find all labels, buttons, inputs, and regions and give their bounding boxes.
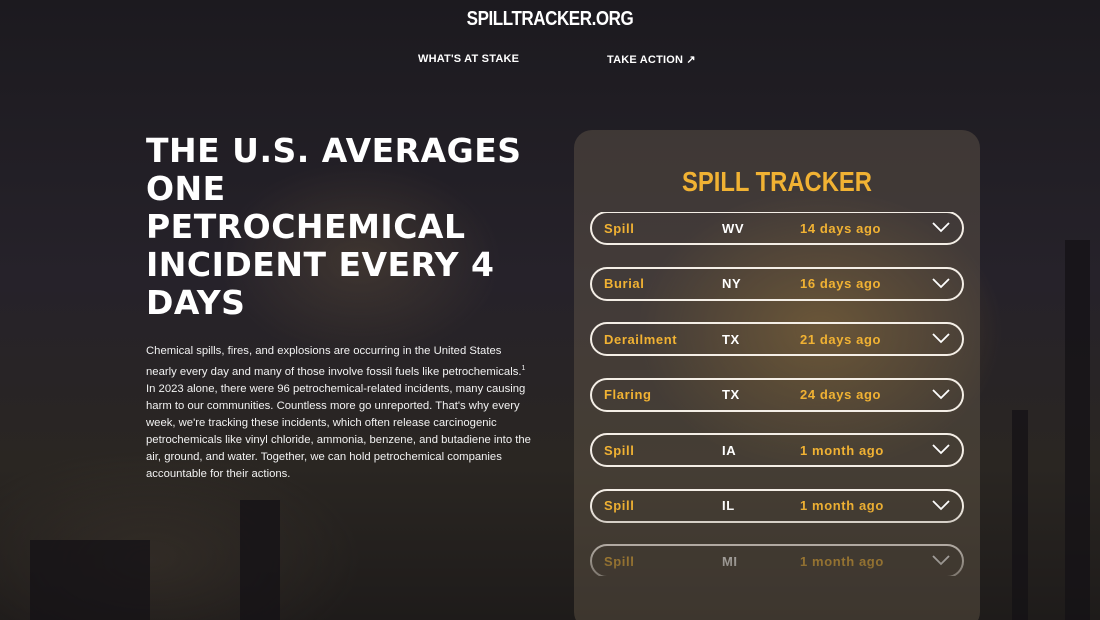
incident-type: Flaring xyxy=(604,387,652,402)
incident-list[interactable]: Spill WV 14 days ago Burial NY 16 days a… xyxy=(590,212,964,576)
chevron-down-icon[interactable] xyxy=(932,499,950,511)
incident-state: IA xyxy=(722,442,737,458)
chevron-down-icon[interactable] xyxy=(932,221,950,233)
spill-tracker-panel: SPILL TRACKER Spill WV 14 days ago Buria… xyxy=(574,130,980,620)
incident-row[interactable]: Burial NY 16 days ago xyxy=(590,266,964,301)
smokestack-bg xyxy=(1012,410,1028,620)
smokestack-bg xyxy=(1065,240,1090,620)
incident-type: Spill xyxy=(604,220,635,236)
incident-type: Spill xyxy=(604,498,635,513)
incident-row[interactable]: Spill IL 1 month ago xyxy=(590,488,964,523)
refinery-bg xyxy=(30,540,150,620)
incident-type: Spill xyxy=(604,553,635,569)
incident-time: 1 month ago xyxy=(800,442,884,458)
incident-row[interactable]: Spill IA 1 month ago xyxy=(590,433,964,467)
incident-state: MI xyxy=(722,553,738,569)
incident-type: Spill xyxy=(604,442,635,458)
site-logo[interactable]: SPILLTRACKER.ORG xyxy=(466,8,634,30)
incident-row[interactable]: Derailment TX 21 days ago xyxy=(590,322,964,356)
footnote-ref[interactable]: 1 xyxy=(521,365,526,372)
hero-body: Chemical spills, fires, and explosions a… xyxy=(146,343,531,483)
incident-row[interactable]: Flaring TX 24 days ago xyxy=(590,377,964,412)
incident-state: WV xyxy=(722,220,745,236)
incident-time: 1 month ago xyxy=(800,553,884,569)
incident-state: IL xyxy=(722,498,735,513)
chevron-down-icon[interactable] xyxy=(932,332,950,344)
incident-time: 24 days ago xyxy=(800,387,882,402)
incident-row[interactable]: Spill WV 14 days ago xyxy=(590,212,964,245)
incident-time: 21 days ago xyxy=(800,331,882,347)
panel-title: SPILL TRACKER xyxy=(682,166,872,197)
nav-whats-at-stake[interactable]: WHAT'S AT STAKE xyxy=(418,53,520,65)
chevron-down-icon[interactable] xyxy=(932,554,950,566)
body-text: In 2023 alone, there were 96 petrochemic… xyxy=(146,382,531,480)
refinery-bg xyxy=(240,500,280,620)
incident-time: 1 month ago xyxy=(800,498,884,513)
incident-type: Burial xyxy=(604,276,645,291)
chevron-down-icon[interactable] xyxy=(932,277,950,289)
incident-type: Derailment xyxy=(604,331,678,347)
incident-state: TX xyxy=(722,331,740,347)
incident-row[interactable]: Spill MI 1 month ago xyxy=(590,544,964,576)
incident-state: NY xyxy=(722,276,742,291)
nav-take-action[interactable]: TAKE ACTION ↗ xyxy=(607,54,696,66)
chevron-down-icon[interactable] xyxy=(932,443,950,455)
chevron-down-icon[interactable] xyxy=(932,388,950,400)
incident-time: 14 days ago xyxy=(800,220,882,236)
body-text: Chemical spills, fires, and explosions a… xyxy=(146,345,522,378)
incident-state: TX xyxy=(722,387,740,402)
incident-time: 16 days ago xyxy=(800,276,882,291)
hero-headline: The U.S. averages one petrochemical inci… xyxy=(146,131,522,322)
